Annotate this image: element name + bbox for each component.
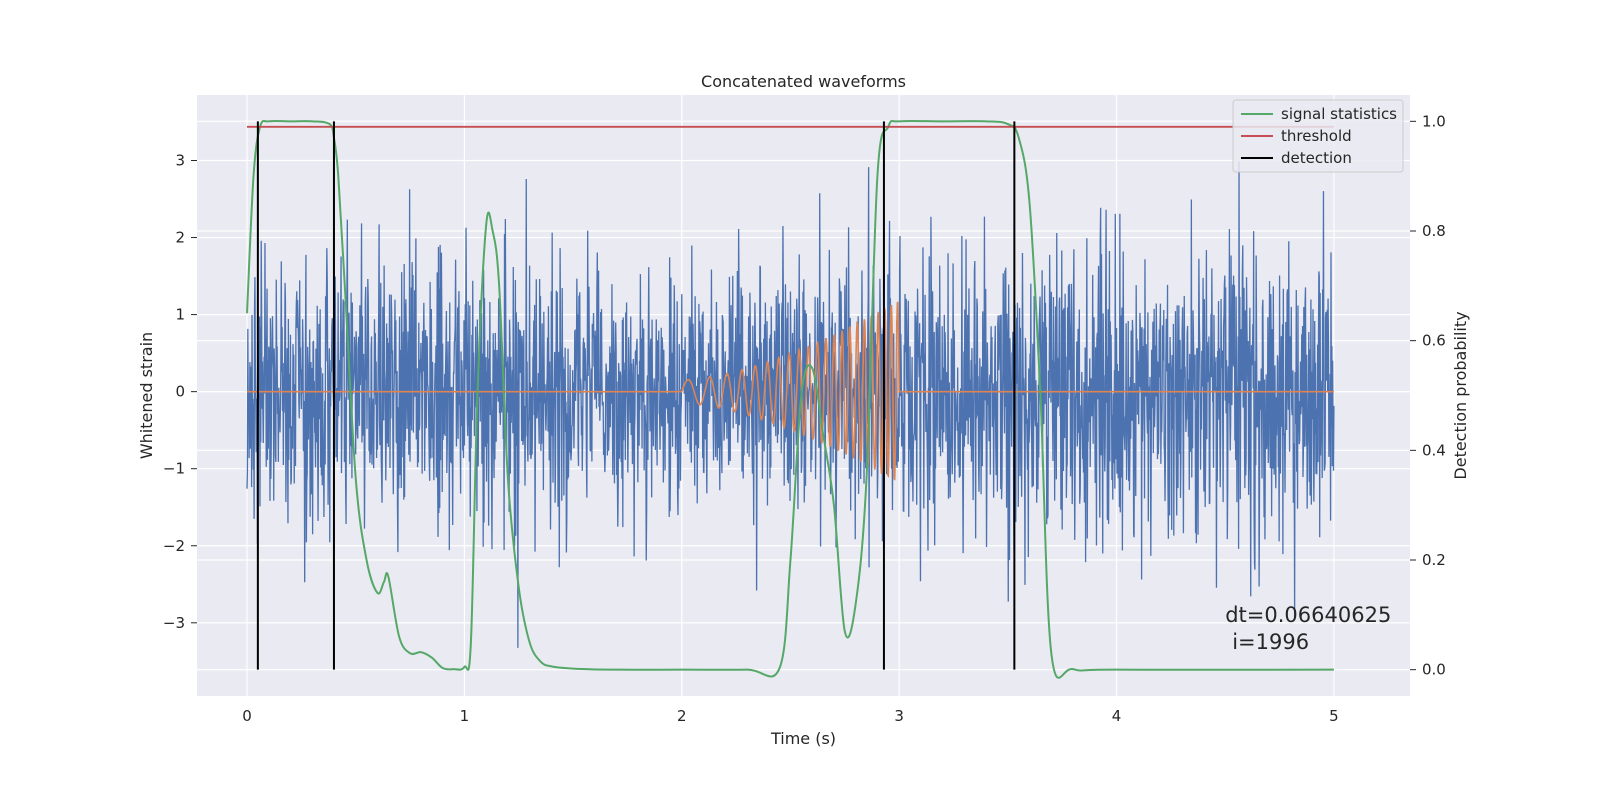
- y-tick-label: 1: [175, 306, 185, 324]
- y2-tick-label: 0.8: [1422, 222, 1446, 240]
- y-tick-label: −2: [163, 537, 185, 555]
- y2-tick-label: 0.0: [1422, 661, 1446, 679]
- y-tick-label: −1: [163, 460, 185, 478]
- y-tick-label: 2: [175, 229, 185, 247]
- x-axis-label: Time (s): [770, 729, 836, 748]
- y2-tick-label: 0.2: [1422, 551, 1446, 569]
- x-tick-label: 5: [1329, 707, 1339, 725]
- y2-tick-label: 1.0: [1422, 112, 1446, 130]
- chart-title: Concatenated waveforms: [701, 72, 906, 91]
- signal-statistics-line: [246, 119, 1334, 679]
- legend-box: [1232, 99, 1404, 173]
- y2-axis-label: Detection probability: [1451, 311, 1470, 479]
- y-axis-ticks: −3 −2 −1 0 1 2 3: [163, 151, 197, 632]
- y2-axis-ticks: 0.0 0.2 0.4 0.6 0.8 1.0: [1410, 112, 1446, 679]
- x-tick-label: 2: [677, 707, 687, 725]
- annotation-dt: dt=0.06640625: [1225, 603, 1391, 627]
- y2-tick-label: 0.6: [1422, 332, 1446, 350]
- series-chirp: [247, 301, 1334, 481]
- chirp-trace: [247, 301, 1334, 481]
- plot-content: [246, 119, 1335, 679]
- series-signal-statistics: [246, 119, 1334, 679]
- y2-tick-label: 0.4: [1422, 441, 1446, 459]
- x-tick-label: 0: [242, 707, 252, 725]
- series-noise: [246, 161, 1335, 648]
- y-axis-label: Whitened strain: [137, 332, 156, 459]
- legend-label-detection: detection: [1281, 149, 1352, 167]
- x-axis-ticks: 0 1 2 3 4 5: [242, 707, 1338, 725]
- y-tick-label: 0: [175, 383, 185, 401]
- grid: [197, 95, 1410, 696]
- series-detection: [256, 121, 1016, 670]
- x-tick-label: 3: [894, 707, 904, 725]
- y-tick-label: 3: [175, 151, 185, 169]
- noise-trace: [246, 161, 1335, 648]
- legend-label-signal-statistics: signal statistics: [1281, 105, 1397, 123]
- legend-label-threshold: threshold: [1281, 127, 1352, 145]
- legend: signal statistics threshold detection: [1232, 99, 1404, 173]
- x-tick-label: 1: [460, 707, 470, 725]
- y-tick-label: −3: [163, 614, 185, 632]
- annotation-index: i=1996: [1232, 630, 1309, 654]
- x-tick-label: 4: [1112, 707, 1122, 725]
